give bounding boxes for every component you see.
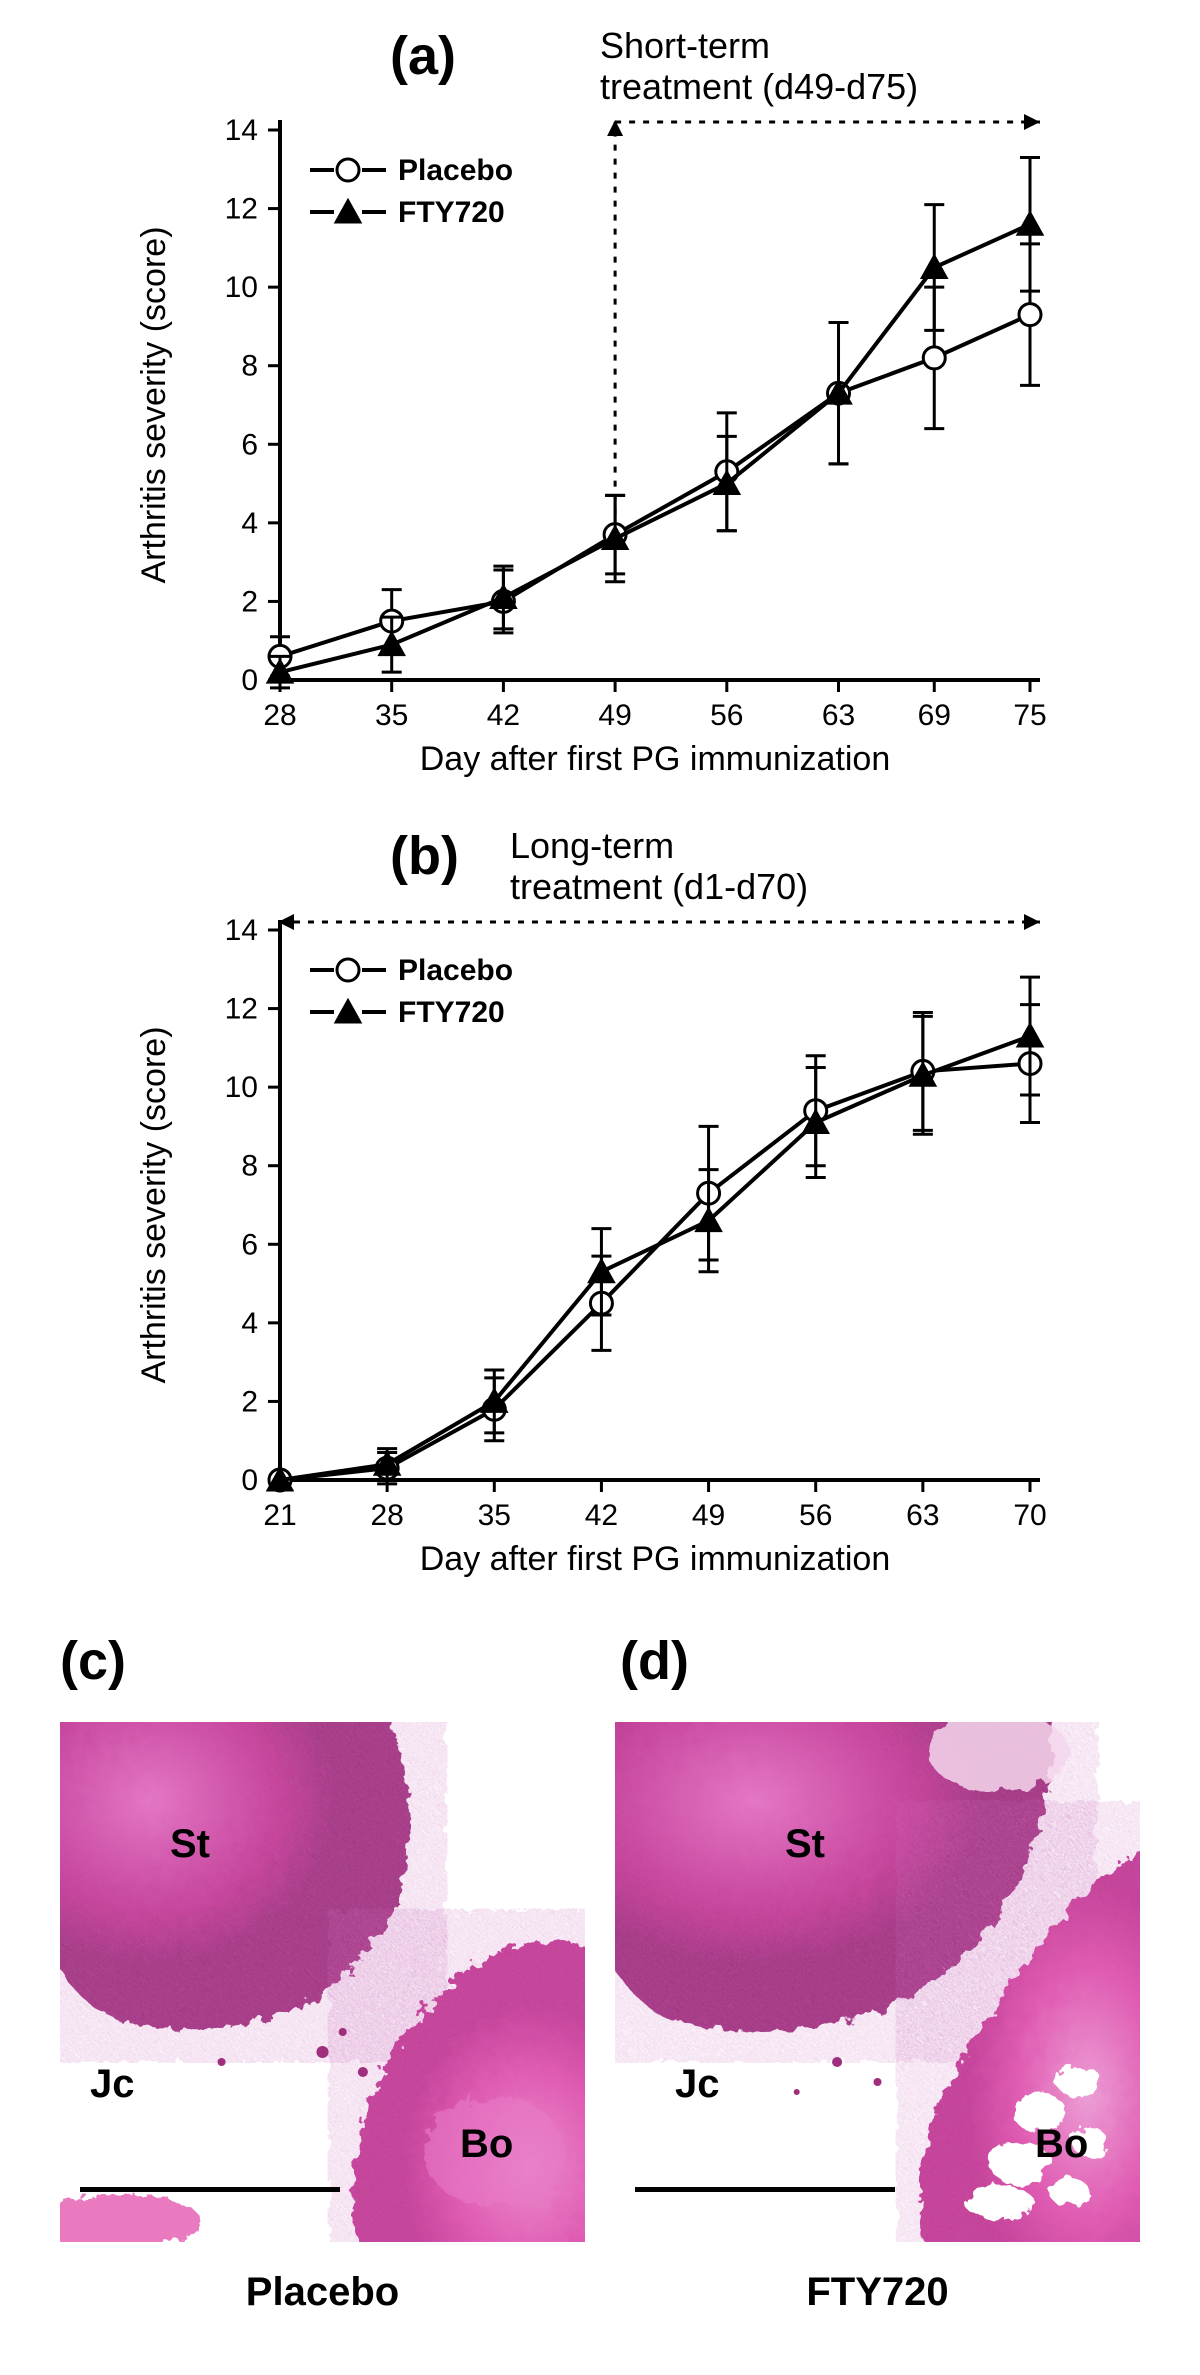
svg-text:6: 6: [241, 1228, 258, 1261]
chart-b-annotation: Long-term treatment (d1-d70): [510, 825, 808, 908]
svg-text:Placebo: Placebo: [398, 954, 513, 987]
ann-a-line2: treatment (d49-d75): [600, 66, 918, 107]
marker-c-bo: Bo: [460, 2122, 513, 2167]
histology-image-d: St Jc Bo: [615, 1722, 1140, 2242]
svg-text:10: 10: [225, 271, 258, 304]
histology-panel-d: St Jc Bo FTY720: [615, 1722, 1140, 2315]
svg-text:21: 21: [263, 1499, 296, 1532]
figure-container: (a) Short-term treatment (d49-d75) 0 2 4 6 8…: [0, 0, 1200, 2375]
svg-text:14: 14: [225, 114, 258, 147]
svg-text:10: 10: [225, 1071, 258, 1104]
svg-text:49: 49: [598, 699, 631, 732]
ann-a-line1: Short-term: [600, 25, 770, 66]
svg-text:2: 2: [241, 1385, 258, 1418]
svg-text:69: 69: [918, 699, 951, 732]
svg-text:75: 75: [1013, 699, 1046, 732]
marker-d-jc: Jc: [675, 2062, 720, 2107]
svg-text:FTY720: FTY720: [398, 196, 505, 229]
ann-b-line1: Long-term: [510, 825, 674, 866]
svg-text:8: 8: [241, 1150, 258, 1183]
svg-text:2: 2: [241, 585, 258, 618]
svg-text:FTY720: FTY720: [398, 996, 505, 1029]
scale-bar-c: [80, 2187, 340, 2192]
svg-text:4: 4: [241, 507, 258, 540]
panel-a-label: (a): [390, 25, 456, 87]
chart-b-wrap: (b) Long-term treatment (d1-d70) 0246810…: [110, 830, 1090, 1590]
histology-panel-c: St Jc Bo Placebo: [60, 1722, 585, 2315]
chart-b-svg: 0 2 4 6 8 10 12 14 21 28 35 42 49 56 63 70 Day after fir…: [110, 830, 1090, 1590]
svg-text:70: 70: [1013, 1499, 1046, 1532]
svg-text:6: 6: [241, 428, 258, 461]
ann-b-line2: treatment (d1-d70): [510, 866, 808, 907]
chart-a-wrap: (a) Short-term treatment (d49-d75) 02468…: [110, 30, 1090, 790]
svg-text:42: 42: [585, 1499, 618, 1532]
scale-bar-d: [635, 2187, 895, 2192]
chart-a-annotation: Short-term treatment (d49-d75): [600, 25, 918, 108]
svg-text:Day after first PG immunizatio: Day after first PG immunization: [420, 740, 890, 778]
histology-image-c: St Jc Bo: [60, 1722, 585, 2242]
svg-text:63: 63: [822, 699, 855, 732]
svg-text:12: 12: [225, 193, 258, 226]
svg-text:4: 4: [241, 1307, 258, 1340]
panel-d-label: (d): [620, 1631, 689, 1691]
svg-text:0: 0: [241, 664, 258, 697]
svg-text:Arthritis severity (score): Arthritis severity (score): [135, 226, 173, 583]
svg-text:Day after first PG immunizatio: Day after first PG immunization: [420, 1540, 890, 1578]
svg-text:28: 28: [263, 699, 296, 732]
svg-text:14: 14: [225, 914, 258, 947]
svg-text:63: 63: [906, 1499, 939, 1532]
svg-text:35: 35: [375, 699, 408, 732]
chart-a-svg: 0 2 4 6 8 10 12 14 28 35 42 49 56 63 69 75 Day after fir…: [110, 30, 1090, 790]
panel-c-label: (c): [60, 1631, 126, 1691]
svg-text:56: 56: [799, 1499, 832, 1532]
histology-row: St Jc Bo Placebo: [60, 1722, 1140, 2315]
marker-d-bo: Bo: [1035, 2122, 1088, 2167]
marker-c-jc: Jc: [90, 2062, 135, 2107]
caption-d: FTY720: [615, 2270, 1140, 2315]
svg-text:35: 35: [478, 1499, 511, 1532]
svg-text:56: 56: [710, 699, 743, 732]
svg-text:28: 28: [370, 1499, 403, 1532]
caption-c: Placebo: [60, 2270, 585, 2315]
svg-text:Placebo: Placebo: [398, 154, 513, 187]
svg-text:42: 42: [487, 699, 520, 732]
marker-d-st: St: [785, 1822, 825, 1867]
svg-text:Arthritis severity (score): Arthritis severity (score): [135, 1026, 173, 1383]
svg-text:12: 12: [225, 993, 258, 1026]
marker-c-st: St: [170, 1822, 210, 1867]
histology-labels-row: (c) (d): [60, 1630, 1140, 1692]
svg-text:0: 0: [241, 1464, 258, 1497]
svg-text:49: 49: [692, 1499, 725, 1532]
svg-text:8: 8: [241, 350, 258, 383]
panel-b-label: (b): [390, 825, 459, 887]
